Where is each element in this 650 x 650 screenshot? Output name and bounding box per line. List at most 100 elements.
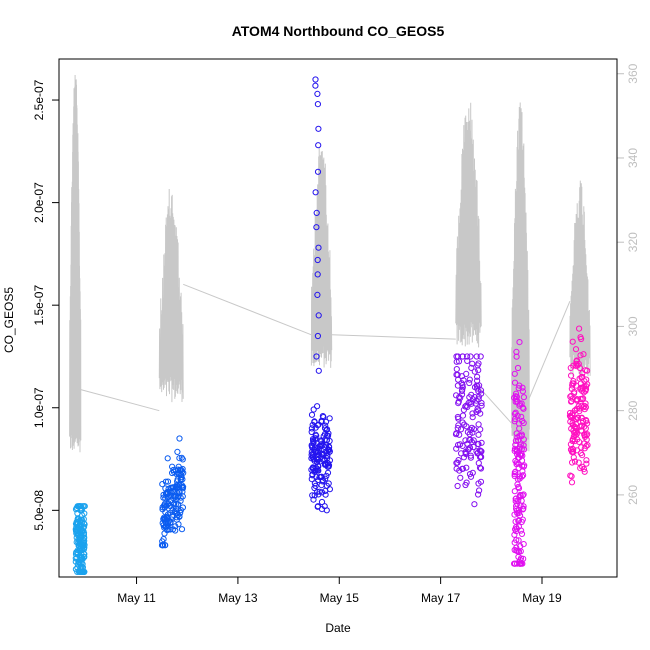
data-point-series-3 (315, 449, 322, 456)
data-point-series-4 (475, 431, 482, 438)
data-point-series-5 (514, 412, 521, 419)
data-point-series-5 (520, 491, 527, 498)
data-point-series-4 (464, 403, 471, 410)
data-point-series-4 (459, 465, 466, 472)
y-tick-label: 2.0e-07 (32, 182, 46, 223)
data-point-series-1 (78, 568, 85, 576)
data-point-series-5 (515, 385, 522, 392)
data-point-series-4 (453, 465, 460, 472)
data-point-series-4 (463, 479, 470, 486)
data-point-series-4 (477, 353, 484, 360)
data-point-series-4 (477, 465, 485, 472)
data-point-series-5 (512, 409, 519, 416)
data-point-series-5 (519, 506, 527, 513)
data-point-series-4 (464, 357, 471, 364)
data-point-series-3 (322, 418, 330, 425)
data-point-series-5 (518, 518, 525, 526)
data-point-series-4 (474, 383, 481, 390)
y-tick-label: 2.5e-07 (32, 79, 46, 120)
data-point-series-6 (580, 351, 587, 358)
data-point-series-6 (571, 390, 578, 397)
y2-tick-label: 300 (626, 316, 640, 336)
data-point-series-3 (322, 442, 330, 449)
data-point-series-4 (454, 413, 461, 421)
data-point-series-2 (177, 507, 184, 514)
data-point-series-6 (573, 358, 580, 365)
data-point-series-2 (178, 526, 186, 533)
data-point-series-4 (458, 387, 466, 395)
data-point-series-5 (515, 460, 522, 467)
data-point-series-6 (567, 393, 574, 400)
data-point-series-4 (465, 446, 472, 453)
data-point-series-2 (175, 501, 182, 508)
data-point-series-3 (310, 496, 317, 503)
data-point-series-6 (567, 413, 574, 420)
data-point-series-3 (320, 414, 327, 421)
data-point-series-3 (308, 411, 316, 418)
data-point-series-3 (316, 474, 323, 481)
data-point-series-6 (584, 420, 591, 427)
data-point-series-4 (457, 441, 464, 448)
data-point-series-6 (568, 479, 576, 486)
data-point-series-3 (309, 472, 316, 479)
data-point-series-3 (315, 367, 322, 374)
data-point-series-6 (581, 445, 588, 452)
x-tick-label: May 19 (522, 591, 562, 605)
data-point-series-2 (179, 476, 186, 483)
data-point-series-3 (319, 478, 326, 485)
data-point-series-3 (308, 428, 315, 436)
data-point-series-1 (72, 558, 79, 565)
data-point-series-3 (319, 441, 326, 449)
data-point-series-3 (311, 480, 318, 487)
data-point-series-2 (180, 483, 187, 490)
data-point-series-4 (461, 421, 468, 428)
data-point-series-3 (321, 503, 328, 510)
chart-title: ATOM4 Northbound CO_GEOS5 (232, 23, 445, 39)
data-point-series-3 (320, 457, 328, 464)
data-point-series-4 (475, 441, 482, 448)
data-point-series-4 (467, 353, 474, 360)
data-point-series-6 (583, 460, 590, 467)
data-point-series-3 (309, 421, 316, 428)
data-point-series-3 (314, 403, 321, 410)
data-point-series-3 (314, 256, 321, 264)
data-point-series-2 (170, 526, 177, 533)
data-point-series-4 (478, 399, 485, 407)
data-point-series-3 (313, 353, 320, 360)
data-point-series-4 (464, 353, 471, 360)
y-axis-label: CO_GEOS5 (2, 287, 16, 353)
data-point-series-6 (572, 346, 580, 353)
data-point-series-4 (462, 437, 469, 444)
y2-tick-label: 260 (626, 485, 640, 505)
data-point-series-4 (458, 450, 465, 457)
data-point-series-2 (175, 492, 182, 499)
data-point-series-5 (516, 512, 524, 519)
data-point-series-6 (571, 458, 579, 465)
data-point-series-4 (477, 387, 485, 394)
secondary-line-burst-3 (310, 147, 333, 368)
data-point-series-6 (578, 387, 586, 394)
data-point-series-3 (326, 415, 333, 422)
data-point-series-6 (577, 352, 584, 359)
data-point-series-3 (323, 472, 330, 479)
data-point-series-3 (314, 503, 321, 510)
data-point-series-4 (457, 394, 464, 401)
data-point-series-4 (453, 353, 460, 360)
y2-tick-label: 320 (626, 232, 640, 252)
data-point-series-4 (459, 382, 466, 389)
data-point-series-2 (179, 456, 186, 463)
data-point-series-1 (78, 560, 85, 567)
data-point-series-6 (569, 459, 576, 466)
data-point-series-5 (510, 394, 518, 401)
data-point-series-1 (74, 549, 82, 557)
data-point-series-4 (474, 373, 481, 380)
data-point-series-6 (569, 422, 577, 429)
data-point-series-6 (581, 406, 588, 413)
data-point-series-4 (468, 364, 475, 371)
data-point-series-1 (72, 506, 80, 513)
data-point-series-6 (577, 395, 584, 403)
data-point-series-5 (520, 541, 527, 548)
y-tick-label: 5.0e-08 (32, 490, 46, 531)
axes-layer: May 11 May 13 May 15 May 17 May 19 5.0e-08 1.0… (32, 63, 640, 605)
data-point-series-6 (567, 364, 574, 371)
